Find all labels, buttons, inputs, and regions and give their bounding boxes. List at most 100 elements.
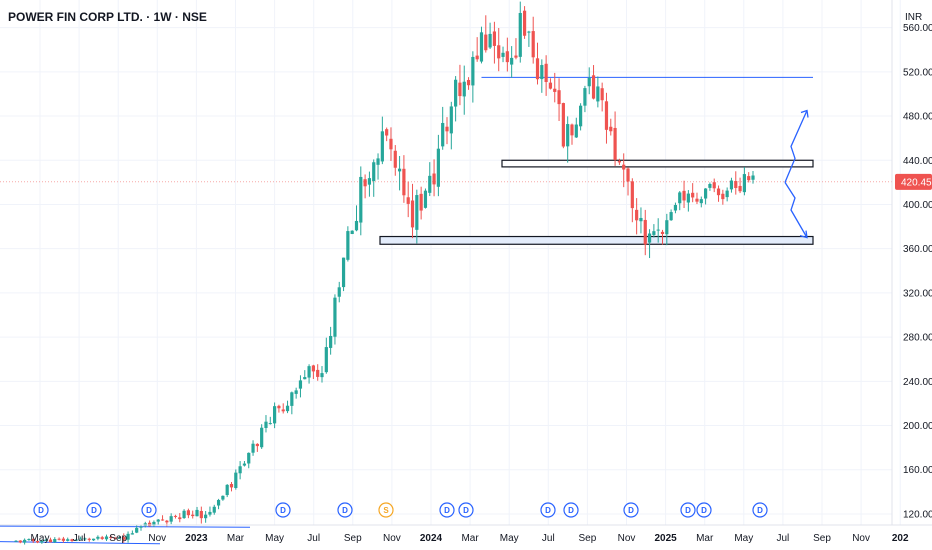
candle — [583, 85, 587, 113]
current-price-tag: 420.45 — [895, 173, 932, 190]
candle-body — [729, 180, 734, 190]
candle-body — [186, 510, 190, 516]
marker-label: D — [280, 506, 286, 515]
candle — [643, 209, 647, 256]
candle — [436, 134, 440, 197]
candle-body — [574, 124, 578, 138]
candle — [320, 366, 324, 383]
dividend-marker: D — [33, 502, 49, 518]
candle-body — [31, 538, 35, 542]
candle — [557, 78, 561, 121]
candle — [591, 65, 596, 100]
candle — [346, 226, 350, 262]
candle — [234, 469, 238, 490]
candle-body — [445, 126, 449, 132]
candle-body — [566, 124, 570, 147]
candle-body — [303, 377, 307, 380]
candle — [505, 37, 509, 72]
x-tick-label: Mar — [227, 533, 245, 544]
candle — [596, 76, 600, 108]
candle-body — [475, 55, 479, 60]
candle — [691, 183, 695, 203]
candle — [402, 155, 406, 203]
candle-body — [751, 175, 755, 180]
chart-title: POWER FIN CORP LTD. · 1W · NSE — [8, 10, 207, 24]
candle — [419, 186, 423, 220]
x-tick-label: Sep — [579, 533, 597, 544]
y-tick-label: 560.00 — [903, 23, 932, 34]
candle — [225, 484, 229, 498]
x-tick-label: Mar — [696, 533, 714, 544]
marker-circle — [439, 502, 455, 518]
candle — [544, 55, 548, 96]
candle-body — [61, 538, 66, 541]
y-tick-label: 160.00 — [903, 465, 932, 476]
candle — [199, 506, 203, 524]
candle — [609, 118, 613, 136]
candle-body — [570, 124, 574, 136]
candle — [600, 82, 604, 112]
candle-body — [419, 193, 423, 211]
candle — [458, 64, 462, 106]
candle-body — [540, 65, 544, 80]
candle — [479, 26, 484, 64]
candle — [652, 224, 656, 238]
candle-body — [199, 510, 203, 519]
candle-body — [79, 538, 83, 540]
dividend-marker: D — [563, 502, 579, 518]
candle — [255, 443, 259, 452]
candle — [324, 337, 328, 374]
candle — [522, 6, 527, 39]
projection-arrow-up — [784, 110, 808, 183]
candle — [247, 452, 251, 469]
candle-body — [652, 231, 656, 235]
candle — [531, 16, 535, 64]
candle-body — [596, 86, 600, 102]
candle — [173, 514, 178, 519]
candle — [751, 170, 755, 184]
marker-circle — [458, 502, 474, 518]
candle — [359, 166, 363, 236]
candle — [432, 159, 436, 197]
candle — [35, 540, 40, 544]
price-axis[interactable]: 120.00 160.00 200.00 240.00 280.00 320.00 360.… — [903, 23, 932, 520]
candle-body — [225, 484, 229, 496]
candle-body — [165, 520, 169, 523]
candle — [57, 537, 61, 541]
candle — [406, 181, 410, 218]
x-tick-label: Jul — [777, 533, 790, 544]
candle-body — [66, 539, 70, 541]
candle — [454, 76, 458, 122]
candle-body — [622, 164, 626, 170]
candle — [686, 190, 690, 212]
candle — [117, 535, 122, 539]
candle — [725, 187, 729, 202]
candle — [721, 189, 725, 205]
marker-label: D — [444, 506, 450, 515]
candle-body — [738, 185, 742, 192]
channel-line-top — [0, 525, 251, 528]
candle-body — [479, 32, 484, 62]
grid — [0, 0, 901, 525]
candle-body — [290, 392, 294, 406]
y-tick-label: 280.00 — [903, 333, 932, 344]
candle — [622, 153, 626, 188]
time-axis[interactable]: May Jul Sep Nov 2023 Mar May Jul Sep Nov 2024 Mar Ma… — [31, 533, 909, 544]
dividend-marker: D — [337, 502, 353, 518]
candle — [130, 530, 134, 535]
x-tick-label: Jul — [307, 533, 320, 544]
candle-body — [587, 77, 591, 87]
dividend-marker: D — [275, 502, 291, 518]
candle — [61, 536, 66, 543]
candle — [186, 508, 190, 519]
candle-body — [708, 184, 712, 188]
y-tick-label: 320.00 — [903, 288, 932, 299]
candle-body — [454, 79, 458, 107]
candle-body — [505, 51, 509, 63]
candle-body — [471, 56, 475, 86]
candle-body — [208, 511, 212, 515]
candle-body — [139, 526, 143, 528]
candle-body — [346, 231, 350, 260]
candle-body — [273, 406, 277, 424]
